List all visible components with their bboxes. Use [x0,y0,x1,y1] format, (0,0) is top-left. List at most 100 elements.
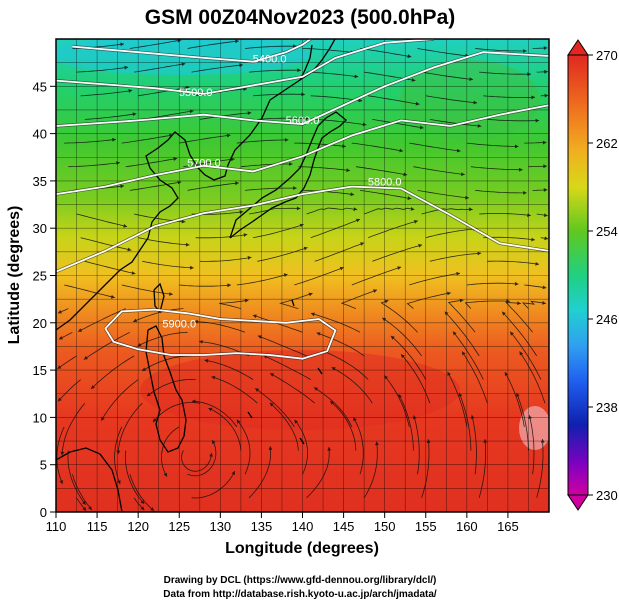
streamline-arrow [59,336,63,340]
streamline [179,134,231,144]
streamline-arrow [410,207,415,211]
streamline [466,282,519,286]
streamline-arrow [128,89,133,93]
contour-line [56,104,549,195]
streamline-arrow [353,417,357,422]
streamline-arrow [412,415,417,420]
streamline-arrow [243,233,248,237]
streamline-arrow [227,283,231,288]
streamline-arrow [514,281,519,286]
streamline-arrow [82,500,86,505]
streamline-arrow [117,480,121,485]
streamline [298,166,351,171]
streamline [487,260,540,265]
x-tick-label: 165 [497,519,519,534]
streamline-arrow [504,372,509,376]
streamline-arrow [185,85,190,90]
streamline [316,332,365,357]
x-tick-label: 150 [374,519,396,534]
streamline [80,237,132,251]
streamline-arrow [398,394,402,399]
contour-line [56,39,435,95]
streamline [421,71,474,80]
streamline [56,426,65,485]
contour-label: 5800.0 [368,177,402,189]
streamline-arrow [199,340,203,344]
streamline-arrow [458,392,463,397]
streamline [183,158,235,168]
streamline [72,474,93,511]
credit-drawing: Drawing by DCL (https://www.gfd-dennou.o… [164,575,437,586]
streamline-arrow [299,223,304,228]
streamline-arrow [540,439,545,443]
streamline-arrow [403,172,408,177]
streamline-arrow [535,262,539,266]
streamline [248,446,271,499]
y-tick-label: 45 [33,79,47,94]
streamline-arrow [257,335,262,339]
x-tick-label: 140 [292,519,314,534]
streamline-arrow [147,392,151,397]
streamline [302,190,355,196]
streamline [84,113,137,120]
streamline-arrow [173,157,178,161]
x-axis-label: Longitude (degrees) [225,540,379,557]
streamline [125,158,178,168]
streamline [425,95,478,104]
streamline [57,379,81,402]
streamline-arrow [544,236,549,241]
streamline-arrow [544,93,549,98]
streamline [132,308,184,323]
streamline-arrow [354,74,359,79]
colorbar-tick-label: 270 [596,48,618,63]
streamline [191,400,238,428]
streamline [253,224,304,239]
colorbar-tick-label: 230 [596,488,618,503]
streamline [400,353,431,404]
contour-line [56,51,549,127]
streamline-arrow [375,441,379,446]
streamline [263,354,311,380]
streamline-arrow [231,157,235,162]
streamline [181,450,212,472]
streamline [138,86,190,97]
streamline [146,378,196,397]
streamline-arrow [353,207,358,211]
streamline [516,392,529,451]
streamline-arrow [163,472,167,477]
streamline [204,359,254,380]
streamline [483,95,536,98]
streamline [470,166,523,171]
y-axis-ticks: 0 5 10 15 20 25 30 35 40 45 [33,79,56,520]
streamline-arrow [140,506,145,511]
streamline-arrow [517,301,521,306]
streamline [306,446,330,499]
streamline-arrow [208,407,213,412]
y-tick-label: 0 [40,505,47,520]
streamline-arrow [294,419,299,424]
y-tick-label: 40 [33,127,47,142]
streamline-arrow [252,314,257,319]
x-axis-ticks: 110 115 120 125 130 135 140 145 150 155 160 165 [46,512,519,534]
streamline-arrow [152,418,157,423]
x-tick-label: 110 [46,519,67,534]
streamline [294,142,346,147]
streamline [447,371,468,427]
streamline [390,335,427,380]
streamline-arrow [181,219,186,224]
contour-line [72,39,312,63]
streamline [77,308,126,332]
streamline [372,244,423,262]
streamline [368,95,420,105]
streamline-arrow [461,172,465,176]
streamline-arrow [519,351,524,356]
streamline-arrow [542,301,546,305]
streamline-arrow [101,416,105,421]
streamline [528,415,535,475]
streamline [236,419,251,475]
streamline [421,208,473,215]
streamline [100,379,139,421]
contour-line [56,185,549,273]
streamline-arrow [150,507,155,511]
streamline [351,266,402,286]
